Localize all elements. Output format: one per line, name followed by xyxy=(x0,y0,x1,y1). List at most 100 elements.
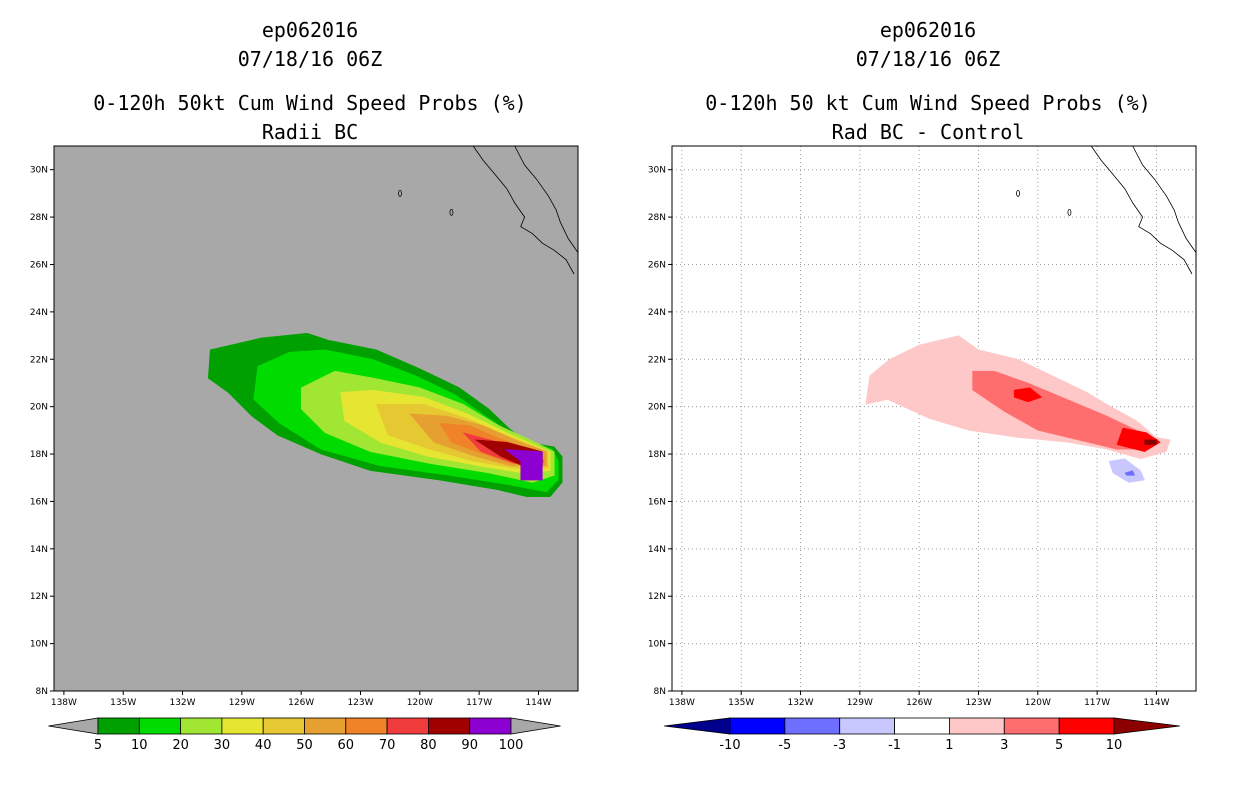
left-colorbar-segment xyxy=(97,717,140,735)
left-colorbar-label: 30 xyxy=(214,738,231,753)
right-colorbar-segment xyxy=(894,717,950,735)
left-lat-label: 14N xyxy=(30,545,48,555)
right-coastline-baja xyxy=(1090,145,1193,275)
left-lon-label: 138W xyxy=(51,698,77,708)
right-colorbar-label: -10 xyxy=(719,738,740,753)
right-lon-label: 117W xyxy=(1084,698,1110,708)
left-lon-label: 129W xyxy=(229,698,255,708)
right-lon-label: 114W xyxy=(1143,698,1169,708)
left-colorbar-label: 50 xyxy=(296,738,313,753)
left-island-1 xyxy=(449,208,454,216)
left-map-panel: 8N 10N 12N 14N 16N 18N 20N 22N 24N 26N 28N 30N 138W 1… xyxy=(30,145,579,708)
right-lat-label: 20N xyxy=(648,403,666,413)
left-colorbar-label: 20 xyxy=(172,738,189,753)
right-colorbar-label: 10 xyxy=(1106,738,1123,753)
right-coastline-mainland xyxy=(1132,145,1197,253)
right-lon-label: 120W xyxy=(1025,698,1051,708)
left-colorbar-segment xyxy=(138,717,182,735)
right-map-frame xyxy=(671,145,1197,692)
left-colorbar-label: 70 xyxy=(379,738,396,753)
right-lon-label: 132W xyxy=(787,698,813,708)
right-colorbar-segment xyxy=(1003,717,1060,735)
left-lat-label: 18N xyxy=(30,450,48,460)
right-contour-5-3 xyxy=(1013,387,1043,403)
left-lat-label: 30N xyxy=(30,166,48,176)
left-colorbar-label: 10 xyxy=(131,738,148,753)
right-colorbar-label: 1 xyxy=(945,738,953,753)
right-title-storm-id: ep062016 xyxy=(879,18,977,42)
left-lon-label: 114W xyxy=(525,698,551,708)
left-lat-label: 10N xyxy=(30,640,48,650)
left-lat-label: 20N xyxy=(30,403,48,413)
left-colorbar: 5 10 20 30 40 50 60 70 80 90 100 xyxy=(48,717,561,753)
left-colorbar-segment xyxy=(469,717,512,735)
right-lat-label: 22N xyxy=(648,355,666,365)
right-colorbar-segment xyxy=(839,717,895,735)
left-colorbar-over xyxy=(510,717,561,735)
left-lat-label: 12N xyxy=(30,592,48,602)
right-title-product: 0-120h 50 kt Cum Wind Speed Probs (%) xyxy=(705,91,1151,115)
right-contour-5-2 xyxy=(1116,427,1161,452)
left-lat-label: 24N xyxy=(30,308,48,318)
right-island-0 xyxy=(1016,189,1020,197)
left-island-0 xyxy=(398,189,402,197)
left-lon-label: 132W xyxy=(169,698,195,708)
left-colorbar-label: 80 xyxy=(420,738,437,753)
right-lat-label: 16N xyxy=(648,497,666,507)
left-title-storm-id: ep062016 xyxy=(261,18,359,42)
right-lat-label: 30N xyxy=(648,166,666,176)
right-colorbar-label: -5 xyxy=(778,738,791,753)
right-lat-label: 10N xyxy=(648,640,666,650)
left-colorbar-label: 40 xyxy=(255,738,272,753)
left-colorbar-label: 60 xyxy=(338,738,355,753)
left-coastline-mainland xyxy=(514,145,579,253)
left-lon-label: 117W xyxy=(466,698,492,708)
left-lon-label: 120W xyxy=(407,698,433,708)
right-colorbar-label: 3 xyxy=(1000,738,1008,753)
left-colorbar-label: 90 xyxy=(461,738,478,753)
right-colorbar-segment xyxy=(729,717,786,735)
left-title-subtitle: Radii BC xyxy=(261,120,359,144)
right-contour-neg1-5 xyxy=(1108,458,1145,483)
left-title-datetime: 07/18/16 06Z xyxy=(237,47,383,71)
right-lat-label: 12N xyxy=(648,592,666,602)
right-colorbar-under xyxy=(664,717,731,735)
left-colorbar-segment xyxy=(345,717,388,735)
right-colorbar-segment xyxy=(784,717,841,735)
left-lat-label: 8N xyxy=(36,687,48,697)
left-colorbar-under xyxy=(48,717,99,735)
left-colorbar-segment xyxy=(180,717,223,735)
left-lon-label: 123W xyxy=(347,698,373,708)
left-lon-label: 135W xyxy=(110,698,136,708)
right-lon-label: 129W xyxy=(847,698,873,708)
left-colorbar-label: 100 xyxy=(499,738,524,753)
right-colorbar-label: -1 xyxy=(888,738,901,753)
left-lat-label: 16N xyxy=(30,497,48,507)
left-colorbar-label: 5 xyxy=(94,738,102,753)
left-title-product: 0-120h 50kt Cum Wind Speed Probs (%) xyxy=(93,91,527,115)
left-lat-label: 28N xyxy=(30,213,48,223)
right-lat-label: 18N xyxy=(648,450,666,460)
left-lat-label: 22N xyxy=(30,355,48,365)
right-colorbar-label: 5 xyxy=(1055,738,1063,753)
right-lon-label: 126W xyxy=(906,698,932,708)
right-lon-label: 138W xyxy=(669,698,695,708)
right-contour-10-4 xyxy=(1144,439,1157,445)
right-title-datetime: 07/18/16 06Z xyxy=(855,47,1001,71)
right-colorbar-segment xyxy=(949,717,1005,735)
right-colorbar-over xyxy=(1113,717,1180,735)
right-colorbar-segment xyxy=(1058,717,1115,735)
right-lat-label: 24N xyxy=(648,308,666,318)
left-map-frame xyxy=(53,145,579,692)
left-colorbar-segment xyxy=(386,717,429,735)
left-colorbar-segment xyxy=(304,717,347,735)
left-lon-label: 126W xyxy=(288,698,314,708)
right-island-1 xyxy=(1067,208,1072,216)
right-lat-label: 26N xyxy=(648,260,666,270)
left-lat-label: 26N xyxy=(30,260,48,270)
right-map-panel: 8N 10N 12N 14N 16N 18N 20N 22N 24N 26N 28N 30N 138W 1… xyxy=(648,145,1197,708)
left-colorbar-segment xyxy=(221,717,264,735)
right-title-subtitle: Rad BC - Control xyxy=(831,120,1025,144)
left-contour-90-9 xyxy=(503,448,543,481)
right-lat-label: 14N xyxy=(648,545,666,555)
